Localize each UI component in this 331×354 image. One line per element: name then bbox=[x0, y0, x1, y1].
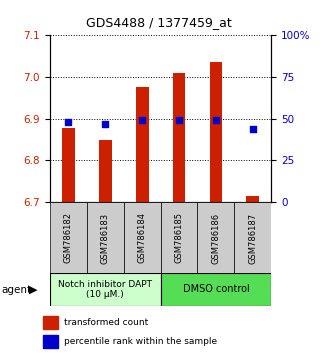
Text: GDS4488 / 1377459_at: GDS4488 / 1377459_at bbox=[86, 16, 232, 29]
Bar bbox=[123, 202, 161, 273]
Bar bbox=[50, 202, 87, 273]
Bar bbox=[234, 202, 271, 273]
Text: Notch inhibitor DAPT
(10 μM.): Notch inhibitor DAPT (10 μM.) bbox=[58, 280, 152, 299]
Text: GSM786182: GSM786182 bbox=[64, 212, 72, 263]
Bar bbox=[87, 202, 123, 273]
Bar bbox=[50, 273, 161, 306]
Text: GSM786186: GSM786186 bbox=[212, 212, 220, 263]
Text: transformed count: transformed count bbox=[64, 318, 148, 327]
Bar bbox=[210, 62, 222, 202]
Text: DMSO control: DMSO control bbox=[183, 284, 249, 295]
Bar bbox=[99, 140, 112, 202]
Text: ▶: ▶ bbox=[29, 285, 37, 295]
Bar bbox=[161, 273, 271, 306]
Bar bbox=[198, 202, 234, 273]
Point bbox=[139, 118, 145, 123]
Text: agent: agent bbox=[2, 285, 32, 295]
Bar bbox=[136, 87, 149, 202]
Point bbox=[102, 121, 108, 126]
Point bbox=[66, 119, 71, 125]
Text: percentile rank within the sample: percentile rank within the sample bbox=[64, 337, 217, 346]
Point bbox=[176, 118, 182, 123]
Bar bbox=[43, 316, 58, 329]
Text: GSM786184: GSM786184 bbox=[138, 212, 147, 263]
Bar bbox=[43, 335, 58, 348]
Point bbox=[213, 118, 218, 123]
Text: GSM786183: GSM786183 bbox=[101, 212, 110, 263]
Bar bbox=[172, 73, 185, 202]
Bar bbox=[62, 128, 74, 202]
Point bbox=[250, 126, 256, 131]
Bar bbox=[161, 202, 198, 273]
Bar bbox=[247, 195, 260, 202]
Text: GSM786187: GSM786187 bbox=[249, 212, 258, 263]
Text: GSM786185: GSM786185 bbox=[174, 212, 183, 263]
